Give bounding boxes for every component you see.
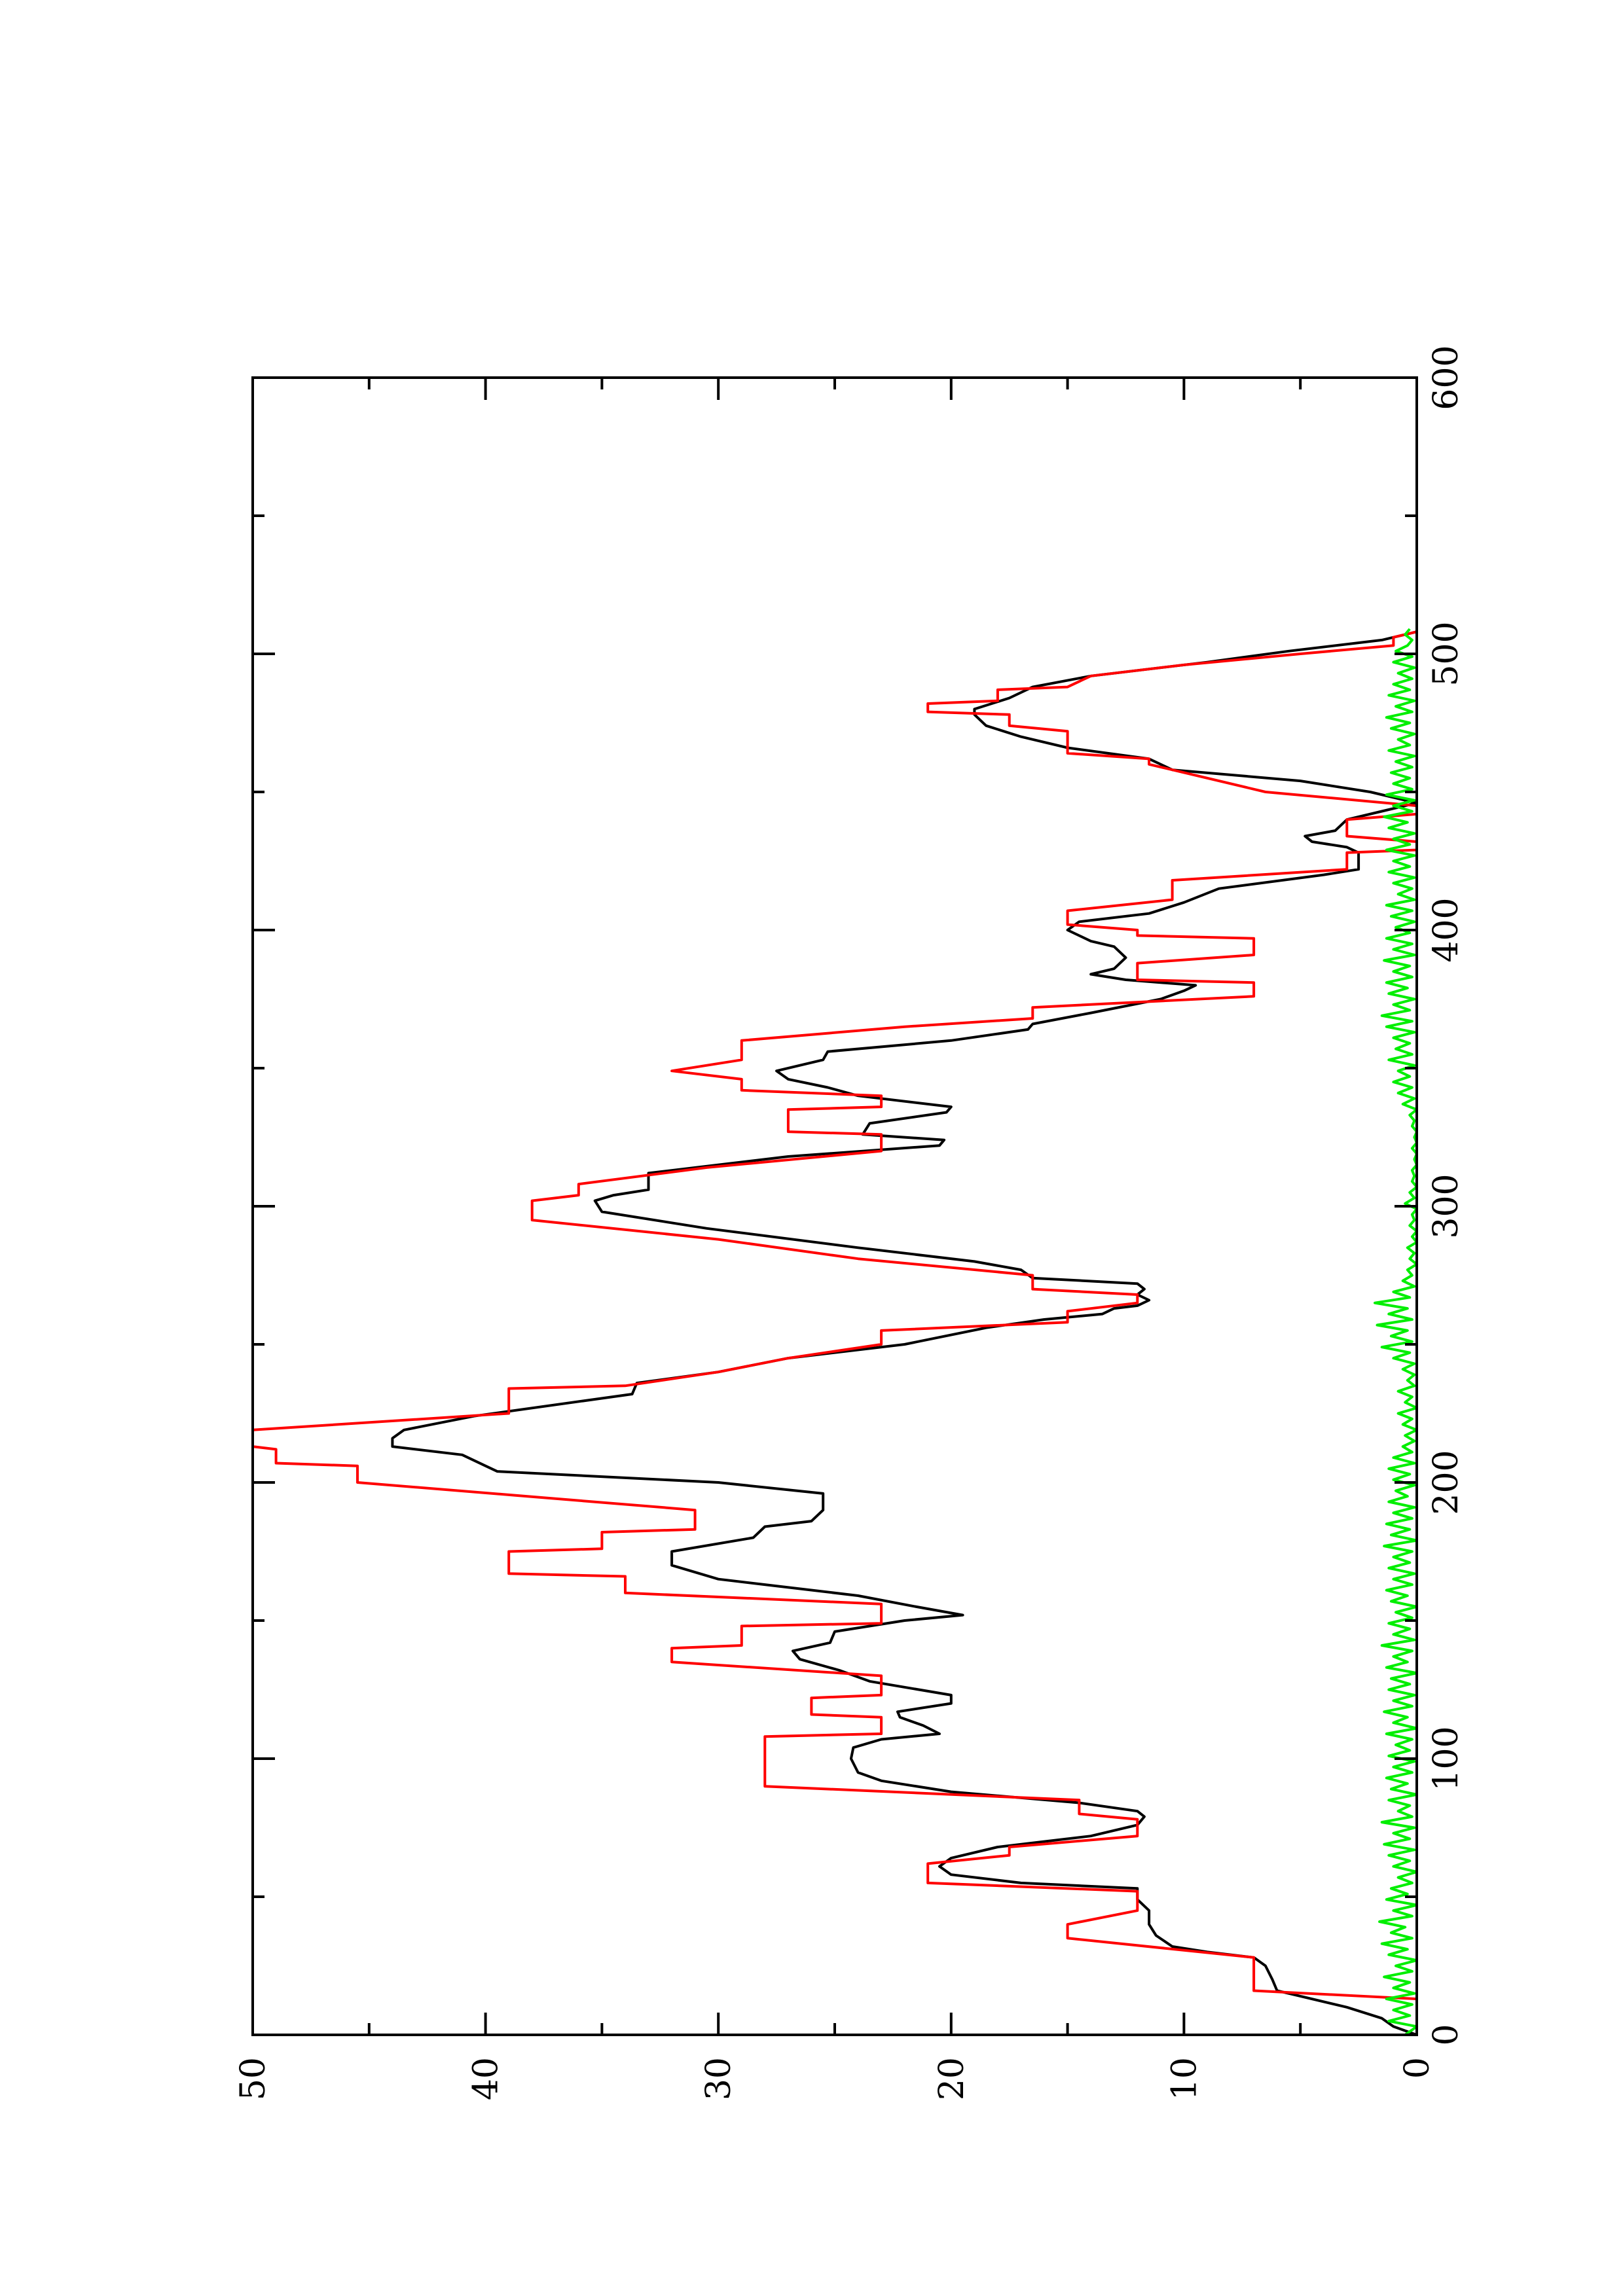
x-tick-label: 200 <box>1427 1450 1466 1515</box>
x-tick-label: 0 <box>1427 2024 1466 2045</box>
x-tick-label: 500 <box>1427 621 1466 686</box>
tick-marks-layer <box>251 376 1418 2036</box>
x-tick-label: 600 <box>1427 345 1466 410</box>
y-tick-label: 10 <box>1165 2057 1204 2100</box>
x-tick-label: 100 <box>1427 1726 1466 1791</box>
y-tick-label: 40 <box>467 2057 506 2100</box>
x-tick-label: 300 <box>1427 1174 1466 1238</box>
series-line-2 <box>251 630 1418 2035</box>
x-tick-label: 400 <box>1427 897 1466 962</box>
tick-labels-layer: 0 100 200 300 400 500 600 0 10 20 30 40 50 <box>234 345 1466 2100</box>
y-tick-label: 30 <box>699 2057 739 2100</box>
y-tick-label: 20 <box>932 2057 972 2100</box>
y-tick-label: 0 <box>1398 2057 1437 2079</box>
series-line-1 <box>391 630 1418 2036</box>
series-line-3 <box>1374 628 1418 2036</box>
y-tick-label: 50 <box>234 2057 273 2100</box>
data-series-layer <box>251 628 1418 2036</box>
